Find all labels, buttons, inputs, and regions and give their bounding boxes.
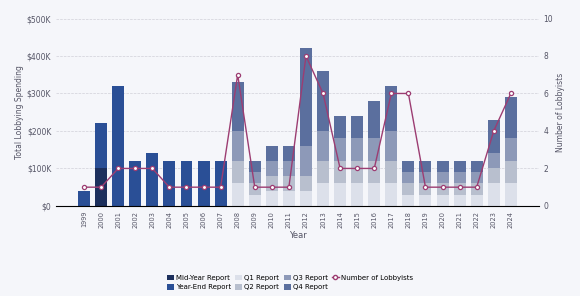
- Bar: [368, 101, 380, 139]
- Bar: [505, 139, 517, 161]
- X-axis label: Year: Year: [289, 231, 306, 239]
- Bar: [78, 191, 90, 206]
- Bar: [317, 184, 329, 206]
- Bar: [437, 161, 448, 172]
- Bar: [283, 176, 295, 191]
- Bar: [317, 131, 329, 161]
- Bar: [403, 172, 414, 184]
- Bar: [505, 184, 517, 206]
- Bar: [471, 195, 483, 206]
- Bar: [351, 139, 363, 161]
- Bar: [180, 161, 193, 206]
- Bar: [215, 161, 227, 206]
- Bar: [471, 172, 483, 184]
- Bar: [164, 161, 175, 206]
- Bar: [249, 184, 261, 195]
- Bar: [283, 146, 295, 161]
- Bar: [454, 195, 466, 206]
- Bar: [146, 153, 158, 206]
- Bar: [454, 161, 466, 172]
- Bar: [437, 184, 448, 195]
- Bar: [334, 116, 346, 139]
- Bar: [300, 191, 312, 206]
- Bar: [249, 172, 261, 184]
- Bar: [368, 139, 380, 161]
- Bar: [419, 161, 432, 172]
- Bar: [232, 131, 244, 161]
- Bar: [334, 139, 346, 161]
- Bar: [368, 184, 380, 206]
- Bar: [437, 172, 448, 184]
- Bar: [385, 184, 397, 206]
- Bar: [300, 49, 312, 146]
- Bar: [368, 161, 380, 184]
- Y-axis label: Total Lobbying Spending: Total Lobbying Spending: [15, 65, 24, 159]
- Bar: [249, 195, 261, 206]
- Bar: [232, 161, 244, 184]
- Bar: [317, 71, 329, 131]
- Bar: [351, 184, 363, 206]
- Bar: [385, 131, 397, 161]
- Bar: [266, 176, 278, 191]
- Bar: [95, 168, 107, 206]
- Bar: [317, 161, 329, 184]
- Bar: [419, 172, 432, 184]
- Bar: [95, 123, 107, 168]
- Bar: [454, 184, 466, 195]
- Bar: [351, 161, 363, 184]
- Bar: [403, 161, 414, 172]
- Bar: [283, 161, 295, 176]
- Bar: [300, 146, 312, 176]
- Bar: [266, 146, 278, 161]
- Bar: [334, 184, 346, 206]
- Bar: [454, 172, 466, 184]
- Bar: [505, 161, 517, 184]
- Bar: [232, 184, 244, 206]
- Bar: [488, 168, 500, 184]
- Bar: [351, 116, 363, 139]
- Bar: [419, 184, 432, 195]
- Bar: [249, 161, 261, 172]
- Bar: [385, 86, 397, 131]
- Bar: [403, 195, 414, 206]
- Bar: [403, 184, 414, 195]
- Bar: [283, 191, 295, 206]
- Y-axis label: Number of Lobbyists: Number of Lobbyists: [556, 73, 565, 152]
- Bar: [419, 195, 432, 206]
- Bar: [266, 161, 278, 176]
- Bar: [488, 153, 500, 168]
- Bar: [437, 195, 448, 206]
- Bar: [488, 120, 500, 153]
- Legend: Mid-Year Report, Year-End Report, Q1 Report, Q2 Report, Q3 Report, Q4 Report, Nu: Mid-Year Report, Year-End Report, Q1 Rep…: [165, 273, 415, 292]
- Bar: [505, 97, 517, 139]
- Bar: [232, 82, 244, 131]
- Bar: [334, 161, 346, 184]
- Bar: [129, 161, 142, 206]
- Bar: [198, 161, 209, 206]
- Bar: [471, 161, 483, 172]
- Bar: [471, 184, 483, 195]
- Bar: [112, 86, 124, 206]
- Bar: [488, 184, 500, 206]
- Bar: [266, 191, 278, 206]
- Bar: [300, 176, 312, 191]
- Bar: [385, 161, 397, 184]
